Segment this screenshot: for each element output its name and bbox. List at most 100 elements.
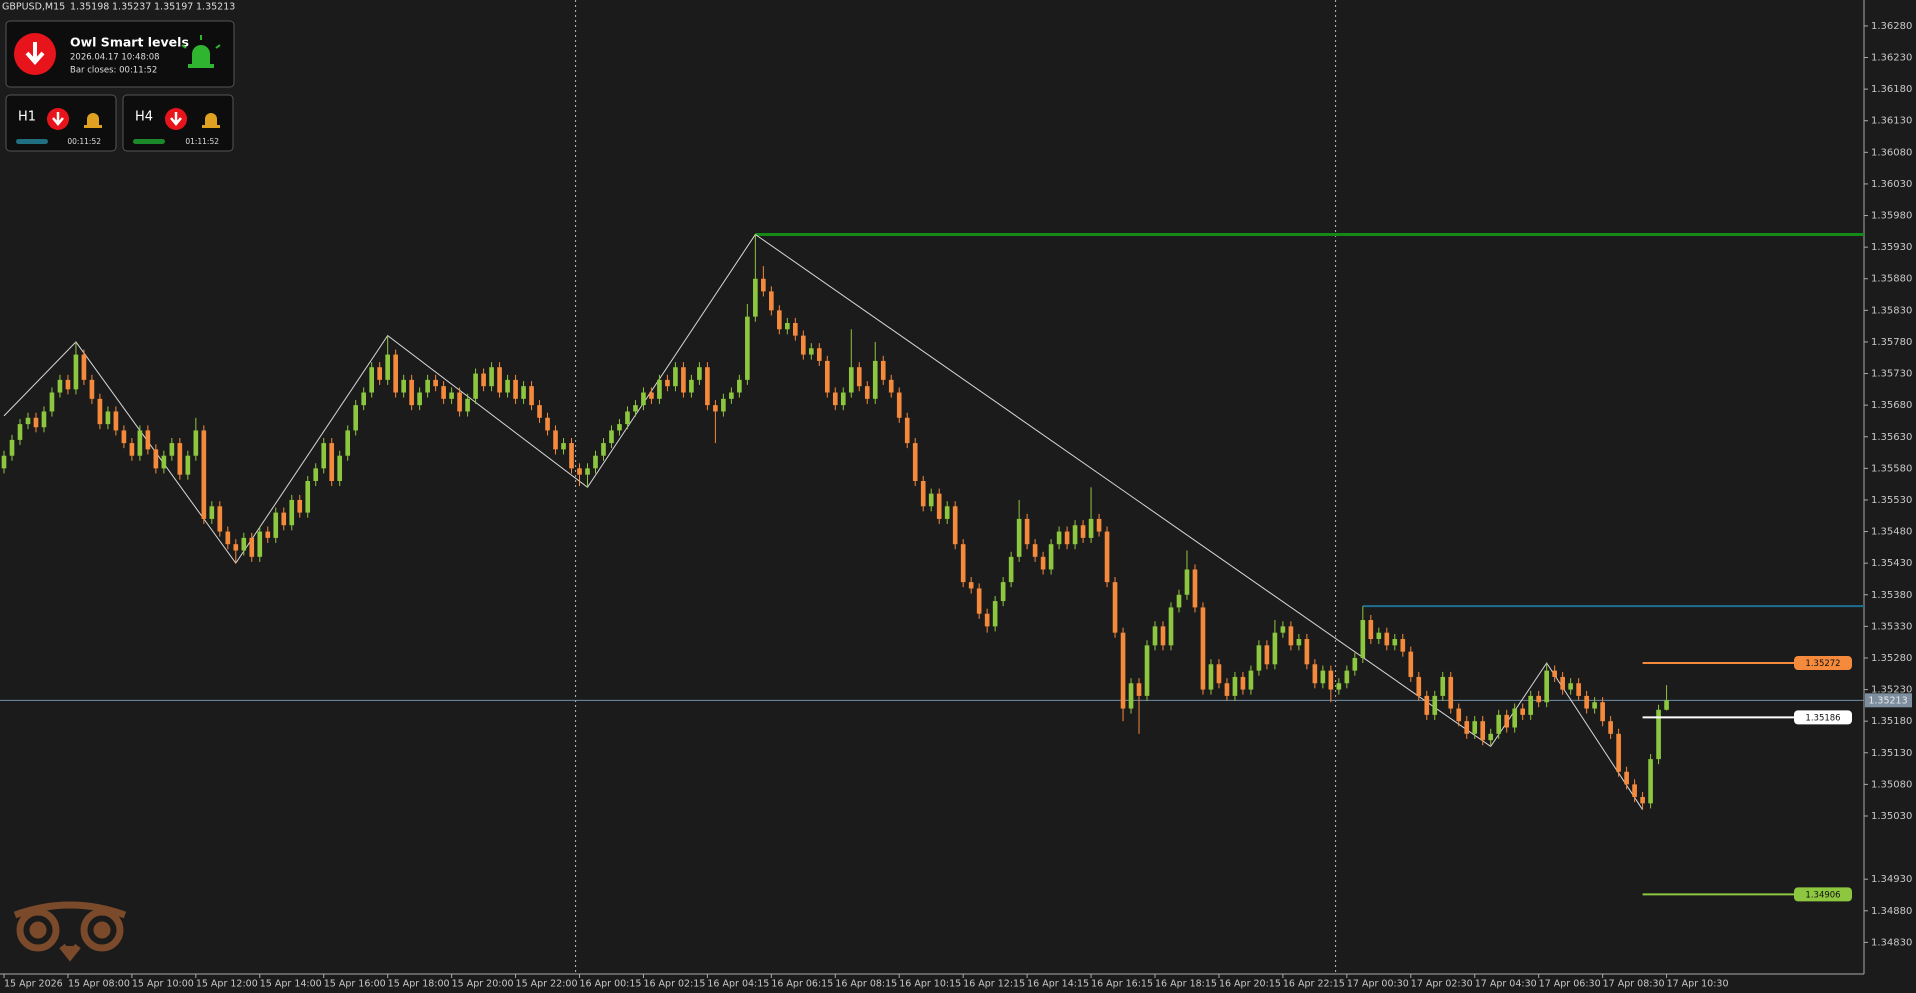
candle-body [233,544,239,551]
candle-body [960,544,966,583]
candle-body [289,499,295,526]
candle-body [1552,670,1557,677]
price-tag-label: 1.35272 [1805,659,1840,669]
x-tick-label: 16 Apr 16:15 [1091,979,1153,990]
candle-body [848,367,854,393]
candle-body [1576,683,1581,696]
y-tick-label: 1.34930 [1871,874,1912,885]
candle-body [1544,670,1549,703]
y-tick-label: 1.36030 [1871,179,1912,190]
y-tick-label: 1.35830 [1871,305,1912,316]
candle-body [697,367,702,380]
x-tick-label: 15 Apr 22:00 [516,979,578,990]
candle-body [561,443,566,450]
candle-body [888,379,894,393]
candle-body [657,379,662,399]
candle-body [1080,525,1086,538]
x-tick-label: 17 Apr 08:30 [1603,979,1665,990]
candle-body [265,531,271,538]
candle-body [1288,626,1294,646]
tf-timer: 00:11:52 [67,137,101,146]
y-tick-label: 1.35980 [1871,211,1912,222]
candle-body [625,411,630,425]
tf-alarm [202,113,220,128]
header-value: 1.35198 [70,2,109,13]
candle-body [1648,759,1653,804]
candle-body [785,322,790,330]
candle-body [920,480,926,507]
candle-body [992,601,998,627]
price-tag-label: 1.34906 [1805,890,1840,900]
candle-body [1496,714,1502,734]
candle-body [521,386,526,399]
candle-body [1536,695,1541,703]
y-tick-label: 1.36180 [1871,84,1912,95]
candle-body [904,417,910,444]
price-tag [1794,887,1852,902]
candle-body [1040,556,1046,570]
candle-body [1584,695,1589,709]
candle-body [361,392,367,406]
candle-body [225,531,231,545]
candle-body [1224,683,1230,696]
candle-body [1144,645,1150,696]
candle-body [585,468,590,475]
candle-body [1272,632,1278,665]
candle-body [1032,544,1038,557]
candle-body [1016,518,1022,557]
y-tick-label: 1.35130 [1871,748,1912,759]
x-tick-label: 16 Apr 02:15 [643,979,705,990]
candle-body [449,392,454,399]
candle-body [353,405,359,431]
candle-body [1176,594,1182,608]
tf-bar [133,139,165,144]
candle-body [880,360,886,380]
candle-body [968,582,974,589]
candle-body [369,367,374,393]
candle-body [1624,771,1629,785]
candle-body [313,468,319,481]
candle-body [872,360,878,399]
x-tick-label: 15 Apr 20:00 [452,979,514,990]
candle-body [1360,620,1366,658]
candle-body [1008,556,1014,583]
y-tick-label: 1.34830 [1871,937,1912,948]
candle-body [249,537,255,557]
candle-body [1528,695,1534,715]
x-tick-label: 17 Apr 04:30 [1475,979,1537,990]
candle-body [1520,708,1526,715]
symbol: GBPUSD,M15 [2,2,65,13]
candle-body [257,531,263,557]
x-tick-label: 16 Apr 06:15 [771,979,833,990]
x-tick-label: 15 Apr 2026 [4,979,63,990]
candle-body [321,443,327,469]
candle-body [1568,683,1573,690]
y-tick-label: 1.35180 [1871,716,1912,727]
candle-body [1200,607,1206,690]
candle-body [273,512,279,538]
candle-body [185,455,191,475]
y-tick-label: 1.35080 [1871,779,1912,790]
x-tick-label: 16 Apr 18:15 [1155,979,1217,990]
candle-body [856,367,862,387]
candle-body [665,379,670,387]
candle-body [1336,683,1342,690]
candle-body [936,493,942,519]
x-tick-label: 15 Apr 08:00 [68,979,130,990]
tf-direction [47,108,69,130]
candle-body [417,392,422,406]
candle-body [737,379,742,393]
candle-body [1328,670,1334,690]
candle-body [984,613,990,627]
candle-body [824,360,830,393]
candle-body [1464,721,1470,734]
x-tick-label: 16 Apr 20:15 [1219,979,1281,990]
candle-body [1344,670,1350,684]
candle-body [816,348,822,361]
y-tick-label: 1.35880 [1871,274,1912,285]
candle-body [473,373,478,399]
candle-body [537,405,542,418]
candle-body [137,430,143,456]
candle-body [1120,632,1126,709]
